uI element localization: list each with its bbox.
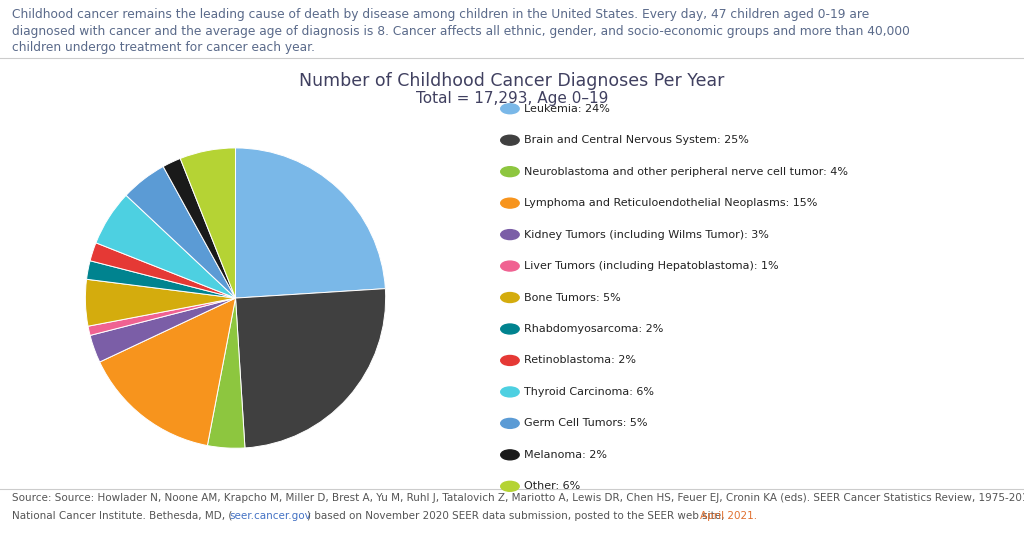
Text: Kidney Tumors (including Wilms Tumor): 3%: Kidney Tumors (including Wilms Tumor): 3… [524, 230, 769, 240]
Wedge shape [90, 298, 236, 362]
Text: Rhabdomyosarcoma: 2%: Rhabdomyosarcoma: 2% [524, 324, 664, 334]
Wedge shape [88, 298, 236, 336]
Text: seer.cancer.gov: seer.cancer.gov [229, 511, 311, 521]
Text: Bone Tumors: 5%: Bone Tumors: 5% [524, 293, 621, 302]
Wedge shape [236, 289, 386, 448]
Text: Thyroid Carcinoma: 6%: Thyroid Carcinoma: 6% [524, 387, 654, 397]
Wedge shape [236, 148, 385, 298]
Text: National Cancer Institute. Bethesda, MD, (: National Cancer Institute. Bethesda, MD,… [12, 511, 232, 521]
Wedge shape [208, 298, 245, 448]
Wedge shape [126, 167, 236, 298]
Text: ) based on November 2020 SEER data submission, posted to the SEER web site,: ) based on November 2020 SEER data submi… [307, 511, 728, 521]
Text: Source: Source: Howlader N, Noone AM, Krapcho M, Miller D, Brest A, Yu M, Ruhl J: Source: Source: Howlader N, Noone AM, Kr… [12, 493, 1024, 503]
Wedge shape [87, 261, 236, 298]
Text: April 2021.: April 2021. [700, 511, 757, 521]
Text: Lymphoma and Reticuloendothelial Neoplasms: 15%: Lymphoma and Reticuloendothelial Neoplas… [524, 198, 817, 208]
Text: Childhood cancer remains the leading cause of death by disease among children in: Childhood cancer remains the leading cau… [12, 8, 869, 22]
Wedge shape [90, 243, 236, 298]
Wedge shape [163, 158, 236, 298]
Text: Melanoma: 2%: Melanoma: 2% [524, 450, 607, 460]
Text: Germ Cell Tumors: 5%: Germ Cell Tumors: 5% [524, 418, 648, 428]
Text: diagnosed with cancer and the average age of diagnosis is 8. Cancer affects all : diagnosed with cancer and the average ag… [12, 25, 910, 38]
Wedge shape [99, 298, 236, 445]
Wedge shape [180, 148, 236, 298]
Text: Liver Tumors (including Hepatoblastoma): 1%: Liver Tumors (including Hepatoblastoma):… [524, 261, 779, 271]
Wedge shape [85, 279, 236, 326]
Text: Leukemia: 24%: Leukemia: 24% [524, 104, 610, 114]
Wedge shape [96, 195, 236, 298]
Text: children undergo treatment for cancer each year.: children undergo treatment for cancer ea… [12, 41, 315, 55]
Text: Retinoblastoma: 2%: Retinoblastoma: 2% [524, 355, 636, 365]
Text: Neuroblastoma and other peripheral nerve cell tumor: 4%: Neuroblastoma and other peripheral nerve… [524, 167, 848, 177]
Text: Other: 6%: Other: 6% [524, 481, 581, 491]
Text: Total = 17,293, Age 0–19: Total = 17,293, Age 0–19 [416, 91, 608, 106]
Text: Brain and Central Nervous System: 25%: Brain and Central Nervous System: 25% [524, 135, 750, 145]
Text: Number of Childhood Cancer Diagnoses Per Year: Number of Childhood Cancer Diagnoses Per… [299, 72, 725, 90]
